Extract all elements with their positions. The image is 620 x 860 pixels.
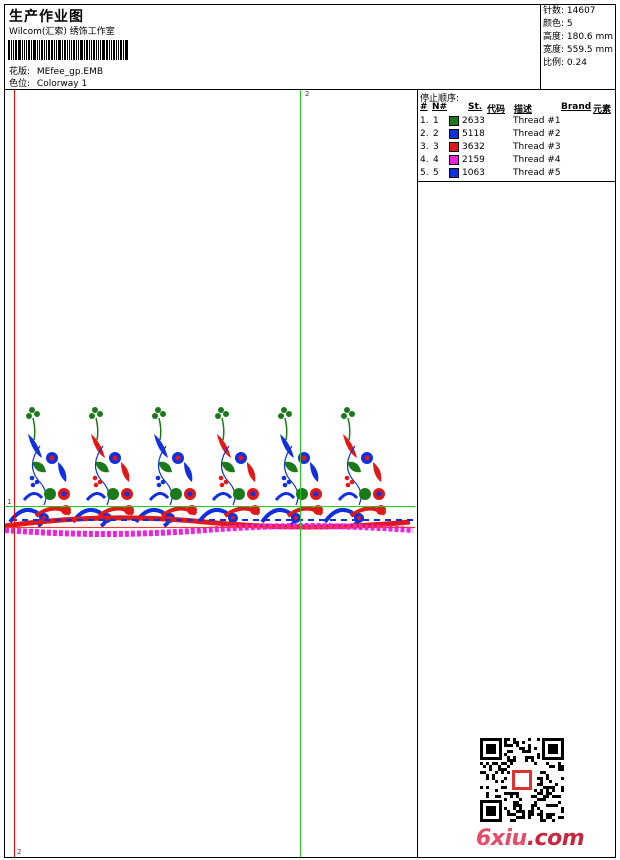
qr-code-icon [480, 738, 564, 822]
row-index: 1. [420, 116, 429, 126]
stat-colors: 颜色: 5 [543, 19, 573, 29]
color-swatch [449, 155, 459, 165]
red-guide-horizontal [5, 527, 415, 528]
colorway-value: Colorway 1 [36, 79, 88, 89]
guide-marker-bottom: 2 [17, 848, 22, 856]
row-code: 5118 [462, 129, 485, 139]
site-logo: 6xiu.com [476, 826, 585, 851]
design-value: MEfee_gp.EMB [36, 67, 104, 77]
row-index: 4. [420, 155, 429, 165]
green-guide-horizontal [5, 506, 415, 507]
col-st: St. [468, 102, 483, 112]
green-guide-vertical [300, 90, 301, 857]
row-number: 5 [433, 168, 439, 178]
row-number: 2 [433, 129, 439, 139]
color-swatch [449, 142, 459, 152]
row-code: 3632 [462, 142, 485, 152]
row-desc: Thread #1 [513, 116, 561, 126]
row-index: 5. [420, 168, 429, 178]
stop-sequence-table: # N# St. 代码 描述 Brand 元素 1. 1 2633 Thread #1… [418, 102, 616, 180]
design-label: 花版: [9, 67, 31, 77]
row-code: 1063 [462, 168, 485, 178]
colorway-line: 色位: Colorway 1 [9, 76, 87, 89]
row-desc: Thread #3 [513, 142, 561, 152]
stats-panel: 针数: 14607 颜色: 5 高度: 180.6 mm 宽度: 559.5 m… [540, 4, 616, 89]
row-desc: Thread #2 [513, 129, 561, 139]
row-number: 4 [433, 155, 439, 165]
stat-scale: 比例: 0.24 [543, 58, 587, 68]
color-swatch [449, 129, 459, 139]
col-code: 代码 [487, 105, 506, 115]
color-swatch [449, 116, 459, 126]
stop-sequence-panel: 停止顺序: # N# St. 代码 描述 Brand 元素 1. 1 2633 Thr… [418, 90, 616, 857]
logo-tail: .com [526, 826, 585, 851]
stat-height: 高度: 180.6 mm [543, 32, 614, 42]
table-row: 2. 2 5118 Thread #2 [418, 128, 616, 141]
col-index: # [420, 102, 428, 112]
col-desc: 描述 [514, 105, 533, 115]
table-row: 3. 3 3632 Thread #3 [418, 141, 616, 154]
row-index: 2. [420, 129, 429, 139]
stat-stitches: 针数: 14607 [543, 6, 596, 16]
barcode [8, 40, 129, 60]
header: 生产作业图 Wilcom(汇索) 绣饰工作室 花版: MEfee_gp.EMB … [4, 4, 616, 90]
row-desc: Thread #5 [513, 168, 561, 178]
table-row: 5. 5 1063 Thread #5 [418, 167, 616, 180]
page-frame [4, 4, 616, 858]
colorway-label: 色位: [9, 79, 31, 89]
row-code: 2159 [462, 155, 485, 165]
embroidery-design-icon [5, 407, 414, 537]
col-element: 元素 [593, 105, 612, 115]
table-divider [418, 181, 616, 182]
table-row: 1. 1 2633 Thread #1 [418, 115, 616, 128]
stop-sequence-title: 停止顺序: [420, 94, 460, 104]
page-title: 生产作业图 [9, 9, 84, 25]
row-index: 3. [420, 142, 429, 152]
red-guide-vertical [14, 90, 15, 857]
design-canvas[interactable] [5, 90, 418, 857]
col-number: N# [432, 102, 448, 112]
col-brand: Brand [561, 102, 592, 112]
row-code: 2633 [462, 116, 485, 126]
table-header: # N# St. 代码 描述 Brand 元素 [418, 102, 616, 115]
row-number: 3 [433, 142, 439, 152]
table-row: 4. 4 2159 Thread #4 [418, 154, 616, 167]
color-swatch [449, 168, 459, 178]
design-line: 花版: MEfee_gp.EMB [9, 64, 103, 77]
row-number: 1 [433, 116, 439, 126]
studio-name: Wilcom(汇索) 绣饰工作室 [9, 27, 115, 37]
row-desc: Thread #4 [513, 155, 561, 165]
guide-marker-top: 2 [305, 90, 310, 98]
guide-marker-left: 1 [7, 498, 12, 506]
stat-width: 宽度: 559.5 mm [543, 45, 614, 55]
logo-main: 6xiu [476, 826, 527, 851]
